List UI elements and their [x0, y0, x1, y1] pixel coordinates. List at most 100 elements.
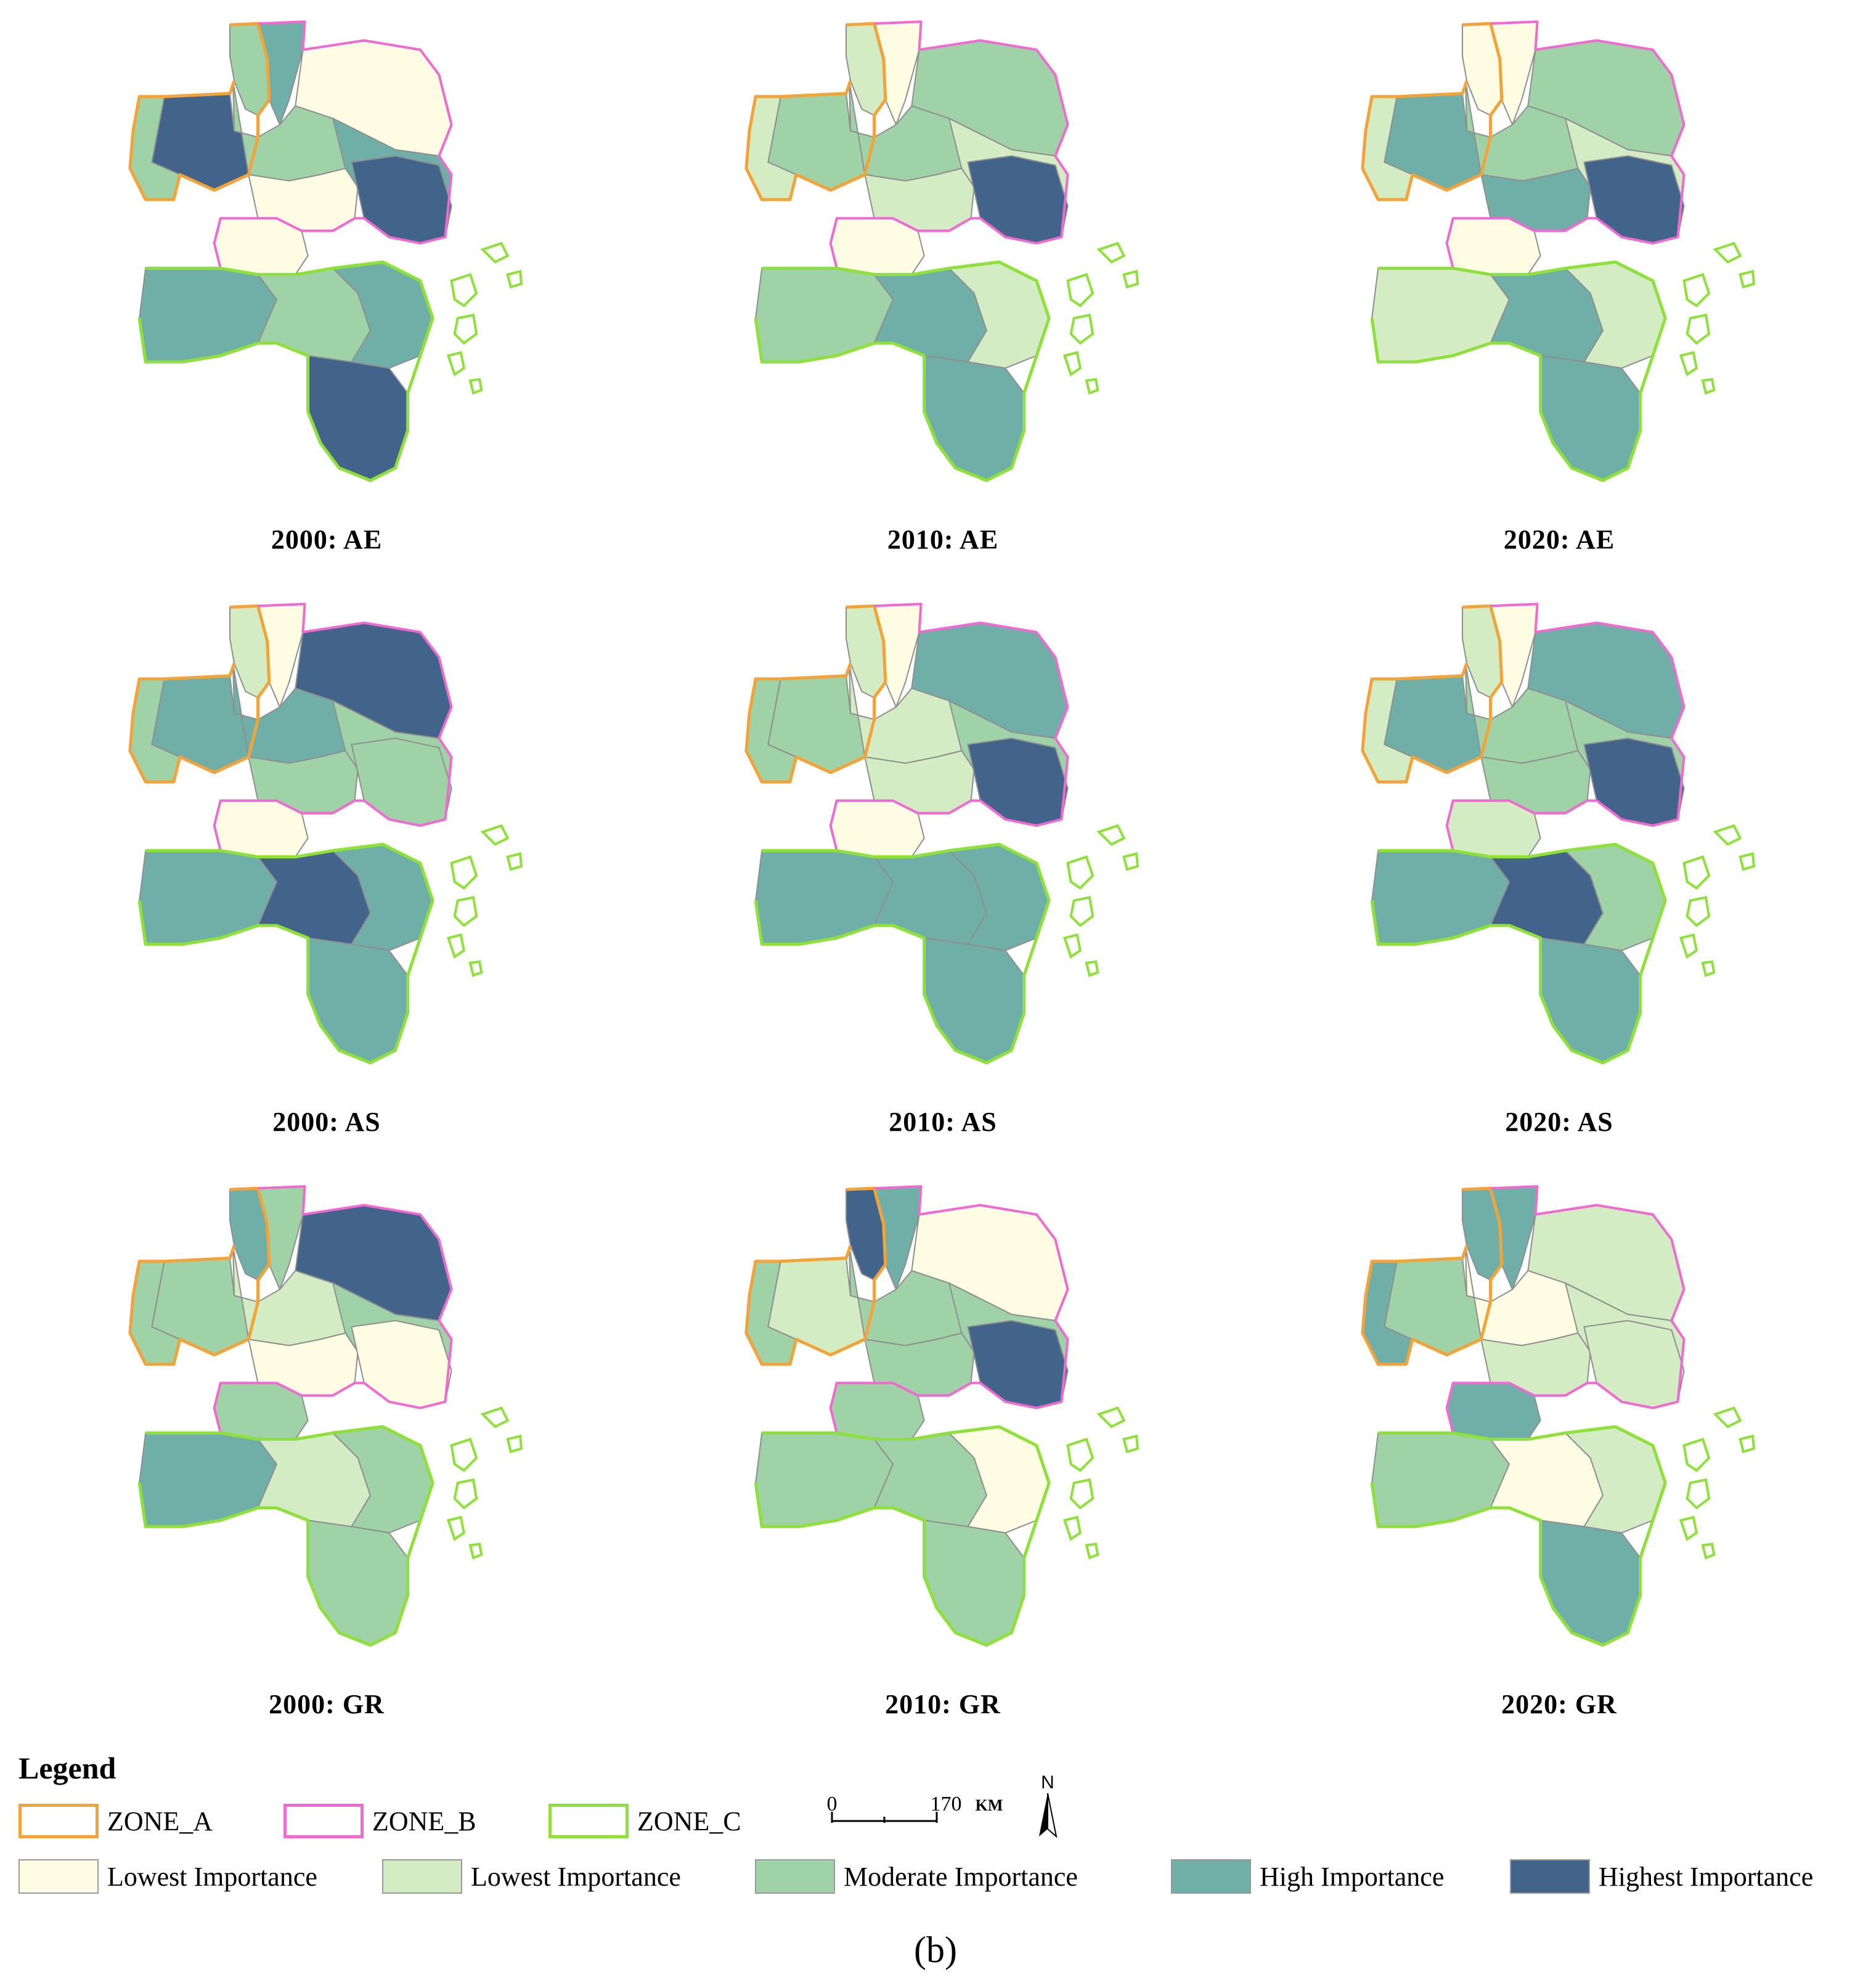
map-region: [139, 850, 278, 945]
map-region: [923, 1519, 1025, 1646]
island: [1096, 1406, 1126, 1428]
panel-title: 2000: AS: [272, 1107, 381, 1137]
class-1-swatch: [382, 1859, 462, 1894]
map-region: [923, 937, 1025, 1064]
island: [450, 272, 478, 308]
zone-b-boundary: [1445, 603, 1686, 851]
choropleth-map: [1361, 603, 1756, 1065]
island: [450, 1437, 478, 1472]
choropleth-map: [744, 603, 1139, 1065]
island: [506, 269, 523, 289]
map-region: [1371, 1432, 1510, 1528]
map-region: [755, 1432, 894, 1528]
zone-a-boundary: [128, 604, 271, 784]
class-3-swatch: [1171, 1859, 1251, 1894]
zone-c-boundary: [1370, 842, 1667, 1065]
zone-c-boundary: [754, 260, 1051, 483]
zone-b-boundary: [213, 1185, 453, 1433]
island: [1069, 313, 1094, 345]
island: [1122, 1434, 1139, 1454]
island: [1062, 1515, 1082, 1541]
panel-title: 2010: GR: [885, 1689, 1001, 1719]
map-region: [1539, 354, 1641, 481]
map-region: [1539, 1519, 1641, 1646]
map-panel: 2020: AE: [1288, 12, 1830, 579]
island: [1682, 272, 1711, 308]
island: [446, 351, 466, 377]
class-4-swatch: [1510, 1859, 1590, 1894]
choropleth-map: [1361, 1185, 1756, 1647]
island: [1701, 1542, 1716, 1560]
zone-a-boundary: [128, 22, 271, 202]
panel-title: 2020: AE: [1503, 524, 1615, 555]
map-region: [307, 937, 409, 1064]
map-region: [351, 155, 452, 244]
panel-title: 2000: AE: [271, 524, 383, 555]
map-region: [139, 1432, 278, 1528]
map-region: [755, 850, 894, 945]
zone-a-boundary: [1361, 604, 1504, 784]
island: [453, 1478, 478, 1510]
island: [1069, 895, 1094, 927]
map-panel: 2020: AS: [1288, 595, 1830, 1162]
island: [1122, 269, 1139, 289]
island: [453, 313, 478, 345]
map-region: [1583, 155, 1685, 244]
zone-c-boundary: [137, 1425, 434, 1647]
island: [446, 933, 466, 959]
zone-c-boundary: [754, 1425, 1051, 1647]
map-region: [1583, 737, 1685, 826]
choropleth-map: [1361, 20, 1756, 483]
north-arrow-icon: N: [1039, 1775, 1058, 1838]
island: [1679, 1515, 1698, 1541]
map-region: [307, 1519, 409, 1646]
zone-a-boundary: [1361, 22, 1504, 202]
island: [1713, 242, 1742, 264]
class-2-label: Moderate Importance: [844, 1861, 1078, 1892]
zone-b-boundary: [1445, 20, 1686, 269]
island: [1062, 933, 1082, 959]
zone-c-boundary: [754, 842, 1051, 1065]
zone-b-label: ZONE_B: [372, 1806, 476, 1836]
scale-unit: KM: [976, 1796, 1003, 1814]
zone-c-boundary: [1370, 260, 1667, 483]
zone-a-label: ZONE_A: [107, 1806, 213, 1836]
island: [1686, 313, 1711, 345]
zone-a-swatch: [18, 1804, 99, 1838]
island: [1713, 1406, 1742, 1428]
island: [1085, 1542, 1099, 1560]
zone-a-boundary: [744, 604, 887, 784]
north-label: N: [1041, 1775, 1054, 1793]
zone-a-boundary: [128, 1186, 271, 1366]
island: [1122, 852, 1139, 871]
class-4-label: Highest Importance: [1599, 1861, 1814, 1892]
map-region: [967, 1319, 1069, 1409]
zone-b-boundary: [829, 20, 1069, 269]
choropleth-map: [744, 20, 1139, 483]
island: [468, 960, 483, 977]
map-grid: 2000: AE 2010: AE 2020: AE 2000: AS 2010: AS…: [55, 12, 1830, 1719]
island: [1062, 351, 1082, 377]
island: [1739, 852, 1756, 871]
island: [1713, 824, 1742, 846]
choropleth-map: [128, 1185, 523, 1647]
map-panel: 2010: GR: [672, 1177, 1214, 1744]
map-region: [1583, 1319, 1685, 1409]
class-2-swatch: [755, 1859, 835, 1894]
legend-class-3: High Importance: [1171, 1855, 1444, 1898]
class-1-label: Lowest Importance: [471, 1861, 681, 1892]
zone-a-boundary: [744, 1186, 887, 1366]
zone-b-boundary: [213, 603, 453, 851]
island: [1686, 895, 1711, 927]
scale-bar: 0 170 KM N: [827, 1775, 1058, 1838]
panel-title: 2010: AS: [889, 1107, 997, 1137]
scale-end: 170: [931, 1793, 962, 1815]
scale-start: 0: [827, 1793, 838, 1815]
map-panel: 2020: GR: [1288, 1177, 1830, 1744]
zone-c-boundary: [137, 842, 434, 1065]
map-panel: 2000: GR: [55, 1177, 598, 1744]
map-region: [351, 737, 452, 826]
panel-title: 2000: GR: [269, 1689, 385, 1719]
legend-class-2: Moderate Importance: [755, 1855, 1078, 1898]
map-panel: 2000: AS: [55, 595, 598, 1162]
